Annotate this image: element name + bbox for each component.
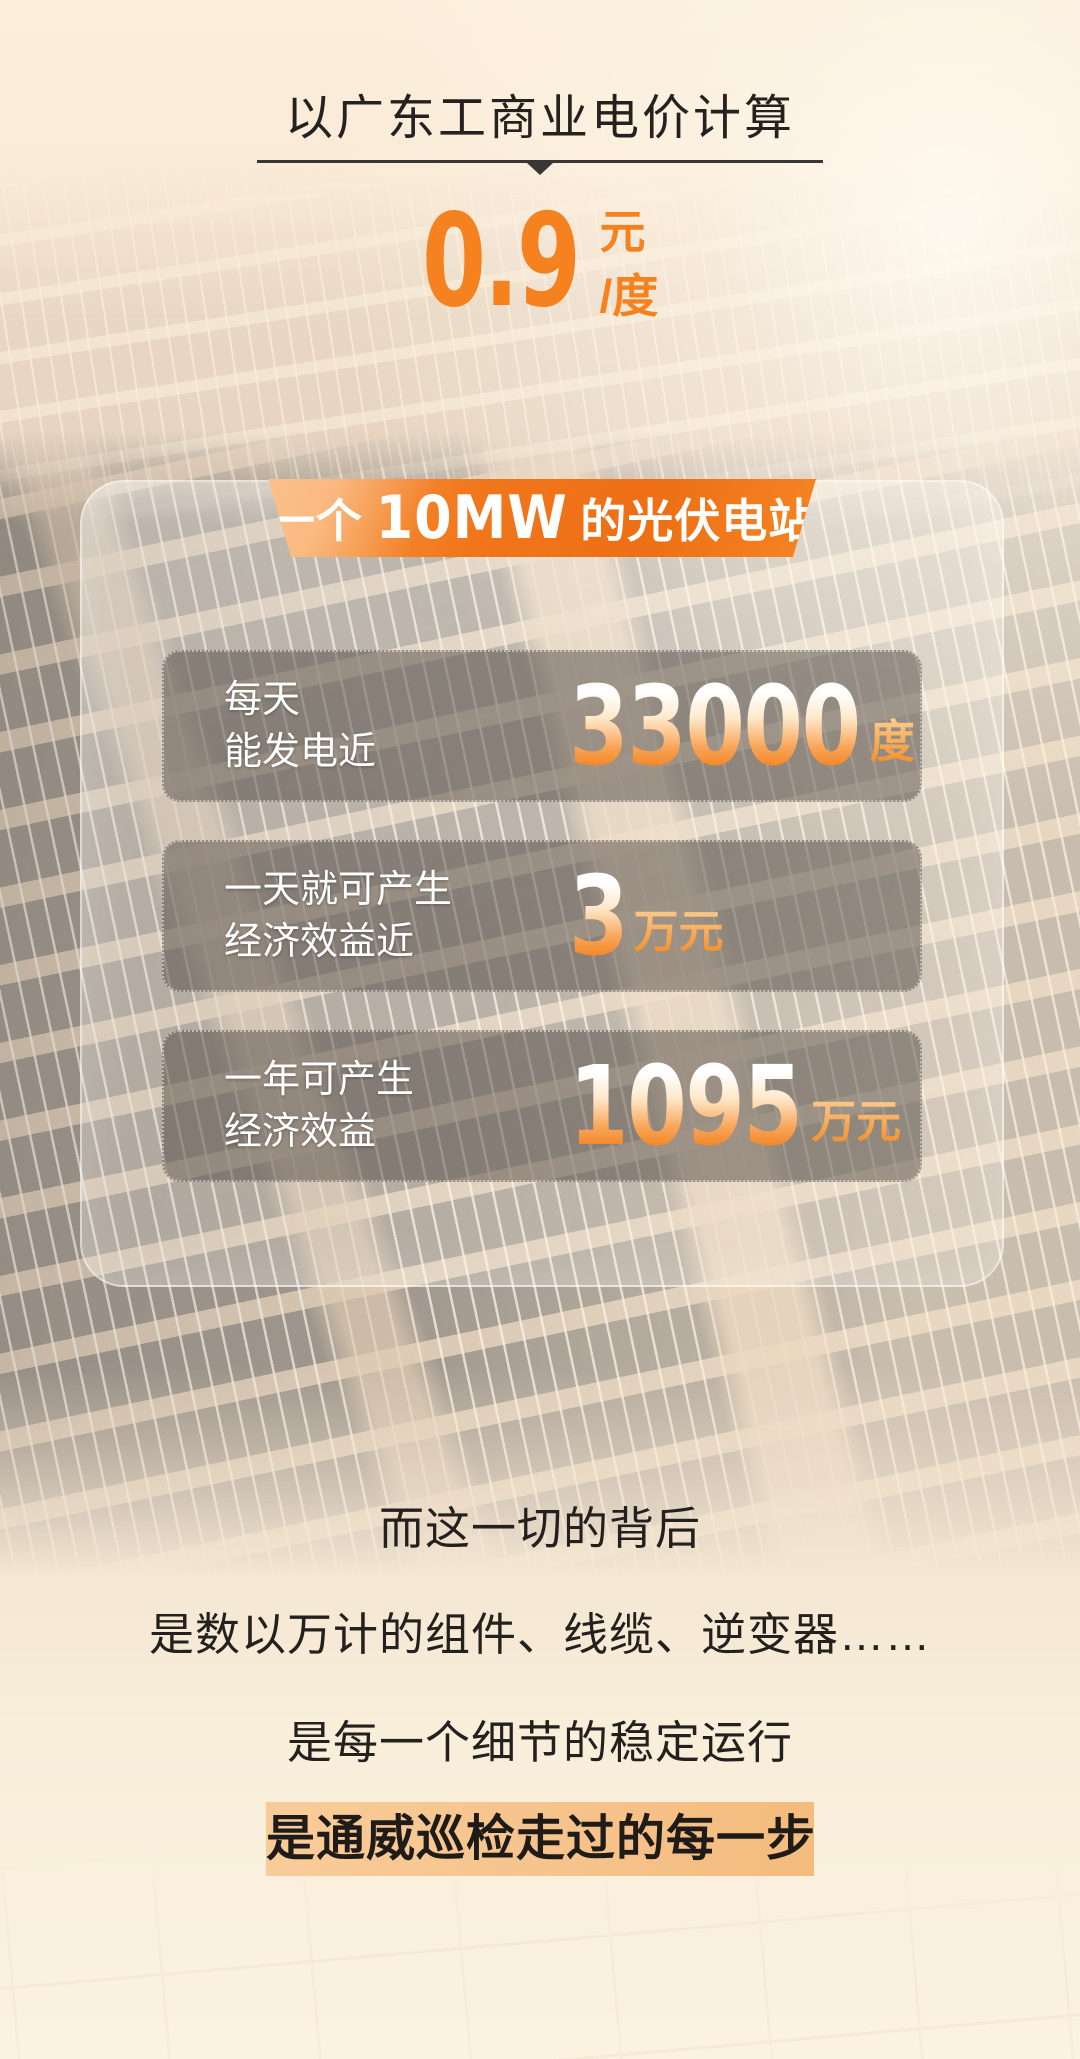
stat-unit: 万元	[811, 1085, 901, 1158]
stat-value-group: 1095 万元	[569, 1041, 901, 1170]
stat-value-group: 33000 度	[569, 661, 915, 790]
stat-label-line1: 每天	[224, 678, 301, 721]
divider-line	[257, 160, 823, 175]
stats-card: 一个 10MW 的光伏电站 每天 能发电近 33000 度 一天就可产生 经济效…	[80, 479, 1004, 1287]
stat-value: 3	[569, 851, 629, 980]
banner-prefix: 一个	[268, 495, 363, 547]
station-banner: 一个 10MW 的光伏电站	[268, 479, 816, 557]
stat-label-line2: 经济效益	[224, 1111, 377, 1153]
stat-unit: 万元	[634, 895, 724, 968]
stat-label-line2: 经济效益近	[224, 921, 415, 963]
stat-value: 1095	[569, 1041, 803, 1170]
stat-row-daily-generation: 每天 能发电近 33000 度	[162, 650, 922, 802]
stat-row-yearly-benefit: 一年可产生 经济效益 1095 万元	[162, 1030, 922, 1182]
highlight-line: 是通威巡检走过的每一步	[266, 1812, 817, 1866]
page-title: 以广东工商业电价计算	[284, 92, 795, 145]
footer-line-1: 而这一切的背后	[378, 1503, 701, 1554]
stat-label-line2: 能发电近	[224, 731, 377, 773]
stat-label-line1: 一天就可产生	[224, 868, 453, 911]
stat-unit: 度	[870, 705, 915, 778]
stat-row-daily-benefit: 一天就可产生 经济效益近 3 万元	[162, 840, 922, 992]
price-units: 元 /度	[599, 208, 658, 321]
banner-suffix: 的光伏电站	[580, 495, 816, 547]
stat-label: 每天 能发电近	[224, 674, 569, 779]
banner-capacity: 10MW	[375, 483, 568, 553]
stat-label: 一年可产生 经济效益	[224, 1054, 569, 1159]
stat-value-group: 3 万元	[569, 851, 724, 980]
footer-line-3: 是每一个细节的稳定运行	[286, 1717, 793, 1768]
price-display: 0.9 元 /度	[0, 198, 1080, 326]
price-value: 0.9	[421, 187, 581, 336]
price-unit-yuan: 元	[599, 206, 646, 258]
stat-label-line1: 一年可产生	[224, 1058, 415, 1101]
stat-value: 33000	[569, 661, 861, 790]
price-unit-per-kwh: /度	[599, 270, 659, 323]
triangle-pointer-icon	[527, 163, 553, 175]
stat-label: 一天就可产生 经济效益近	[224, 864, 569, 969]
footer-line-2: 是数以万计的组件、线缆、逆变器……	[148, 1609, 931, 1660]
highlight-band: 是通威巡检走过的每一步	[266, 1802, 817, 1876]
